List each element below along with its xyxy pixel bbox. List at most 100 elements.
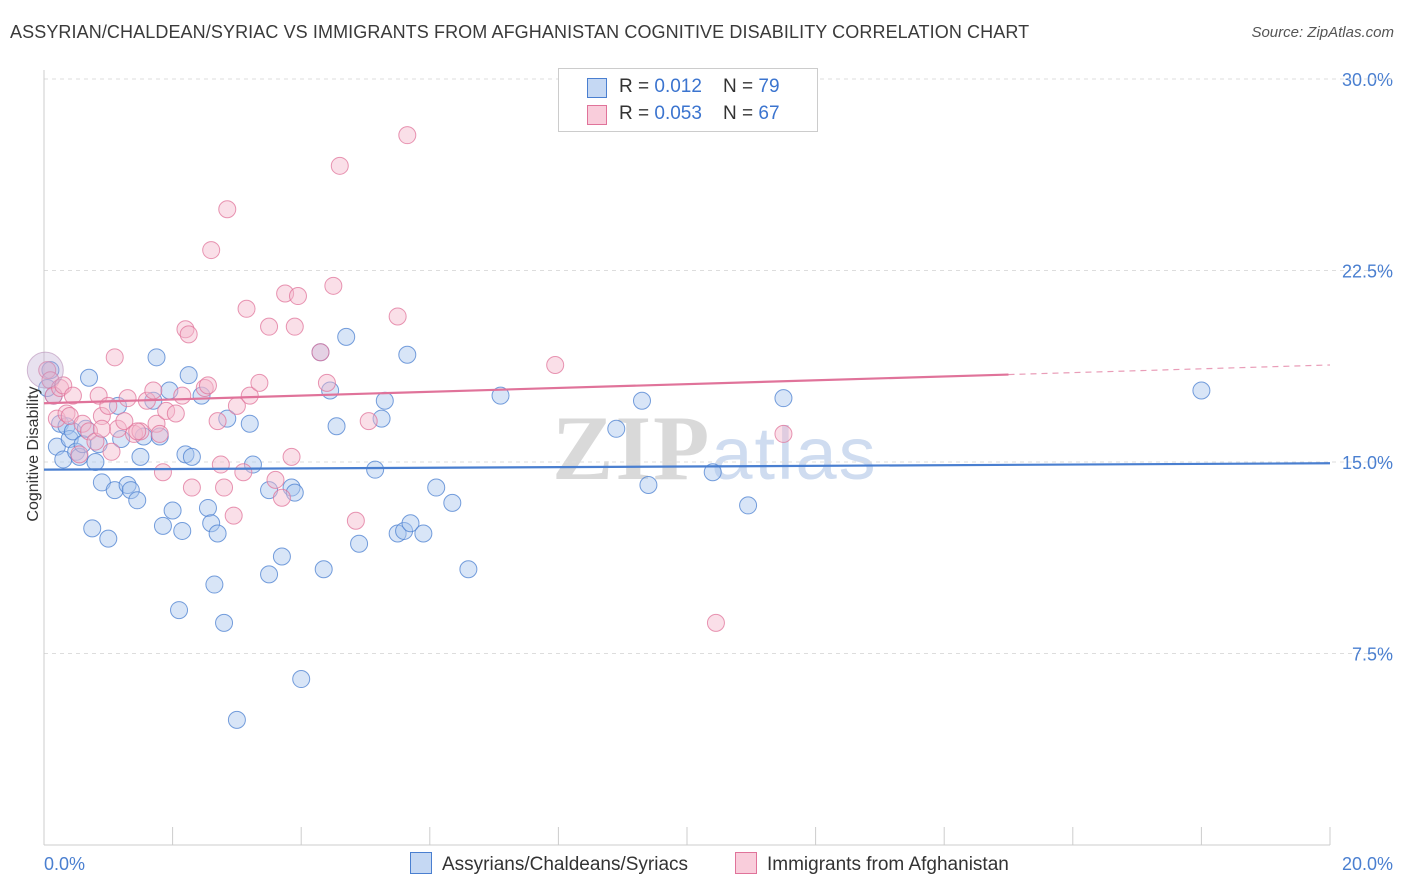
- point-assyrians: [99, 529, 118, 548]
- point-assyrians: [774, 389, 793, 408]
- point-afghanistan: [234, 463, 253, 482]
- point-assyrians: [260, 565, 279, 584]
- point-assyrians: [395, 521, 414, 540]
- point-assyrians: [170, 601, 189, 620]
- point-afghanistan: [250, 373, 269, 392]
- point-afghanistan: [73, 414, 92, 433]
- legend-swatch-blue: [587, 78, 607, 98]
- point-assyrians: [173, 521, 192, 540]
- point-afghanistan: [240, 386, 259, 405]
- point-assyrians: [121, 481, 140, 500]
- point-assyrians: [443, 493, 462, 512]
- point-afghanistan: [173, 386, 192, 405]
- legend-r-value: 0.012: [654, 76, 702, 97]
- source-label: Source: ZipAtlas.com: [1251, 24, 1394, 41]
- point-afghanistan: [102, 442, 121, 461]
- trendline-assyrians: [43, 462, 1331, 471]
- point-assyrians: [147, 348, 166, 367]
- point-afghanistan: [202, 241, 221, 260]
- point-assyrians: [198, 498, 217, 517]
- y-tick-label: 30.0%: [1342, 70, 1393, 90]
- legend-text: R = 0.012 N = 79: [619, 76, 780, 97]
- watermark: ZIPatlas: [552, 395, 878, 501]
- legend-text: R = 0.053 N = 67: [619, 103, 780, 124]
- point-afghanistan: [398, 126, 417, 145]
- bottom-legend-swatch-blue: [410, 852, 432, 874]
- point-afghanistan: [237, 299, 256, 318]
- point-afghanistan: [57, 404, 76, 423]
- bottom-legend-label: Assyrians/Chaldeans/Syriacs: [442, 854, 689, 875]
- point-assyrians: [76, 419, 95, 438]
- point-assyrians: [703, 463, 722, 482]
- point-assyrians: [459, 560, 478, 579]
- point-assyrians: [202, 514, 221, 533]
- point-assyrians: [272, 547, 291, 566]
- point-assyrians: [398, 345, 417, 364]
- point-afghanistan: [218, 200, 237, 219]
- point-afghanistan: [144, 381, 163, 400]
- y-tick-label: 7.5%: [1352, 645, 1393, 665]
- y-axis-label: Cognitive Disability: [25, 386, 42, 522]
- point-afghanistan: [153, 463, 172, 482]
- point-cluster: [26, 351, 64, 389]
- point-assyrians: [118, 475, 137, 494]
- point-assyrians: [375, 391, 394, 410]
- legend-swatch-pink: [587, 105, 607, 125]
- point-afghanistan: [118, 389, 137, 408]
- point-afghanistan: [224, 506, 243, 525]
- point-afghanistan: [92, 407, 111, 426]
- point-assyrians: [366, 460, 385, 479]
- point-afghanistan: [38, 361, 57, 380]
- watermark-atlas: atlas: [711, 412, 878, 495]
- point-assyrians: [240, 414, 259, 433]
- point-assyrians: [67, 442, 86, 461]
- point-afghanistan: [195, 378, 214, 397]
- legend-r-value: 0.053: [654, 103, 702, 124]
- point-assyrians: [86, 453, 105, 471]
- x-tick-label-max: 20.0%: [1342, 854, 1393, 874]
- bottom-legend-label: Immigrants from Afghanistan: [767, 854, 1009, 875]
- point-afghanistan: [70, 445, 89, 464]
- watermark-zip: ZIP: [552, 397, 712, 499]
- point-afghanistan: [179, 325, 198, 344]
- point-afghanistan: [288, 287, 307, 306]
- point-afghanistan: [359, 412, 378, 431]
- point-afghanistan: [330, 156, 349, 175]
- point-assyrians: [205, 575, 224, 594]
- point-afghanistan: [266, 470, 285, 489]
- point-assyrians: [632, 391, 651, 410]
- point-afghanistan: [282, 447, 301, 466]
- point-afghanistan: [272, 488, 291, 507]
- point-assyrians: [607, 419, 626, 438]
- point-assyrians: [337, 327, 356, 346]
- point-assyrians: [639, 475, 658, 494]
- point-assyrians: [414, 524, 433, 543]
- point-assyrians: [739, 496, 758, 515]
- point-afghanistan: [99, 396, 118, 415]
- y-tick-label: 15.0%: [1342, 453, 1393, 473]
- point-afghanistan: [311, 343, 330, 362]
- point-afghanistan: [128, 422, 147, 441]
- point-assyrians: [491, 386, 510, 405]
- point-afghanistan: [115, 412, 134, 431]
- point-afghanistan: [346, 511, 365, 530]
- point-afghanistan: [774, 424, 793, 443]
- legend-n-value: 67: [758, 103, 780, 124]
- legend: R = 0.012 N = 79 R = 0.053 N = 67: [558, 68, 818, 132]
- point-assyrians: [327, 417, 346, 436]
- trendline-afghanistan-dashed: [1008, 364, 1331, 376]
- point-assyrians: [153, 516, 172, 535]
- point-afghanistan: [166, 404, 185, 423]
- point-afghanistan: [324, 276, 343, 295]
- point-afghanistan: [92, 419, 111, 438]
- point-assyrians: [80, 368, 99, 387]
- bottom-legend-swatch-pink: [735, 852, 757, 874]
- point-assyrians: [215, 613, 234, 632]
- point-assyrians: [208, 524, 227, 543]
- point-assyrians: [131, 447, 150, 466]
- point-afghanistan: [706, 613, 725, 632]
- point-assyrians: [292, 670, 311, 689]
- point-afghanistan: [182, 478, 201, 497]
- point-assyrians: [163, 501, 182, 520]
- point-afghanistan: [260, 317, 279, 336]
